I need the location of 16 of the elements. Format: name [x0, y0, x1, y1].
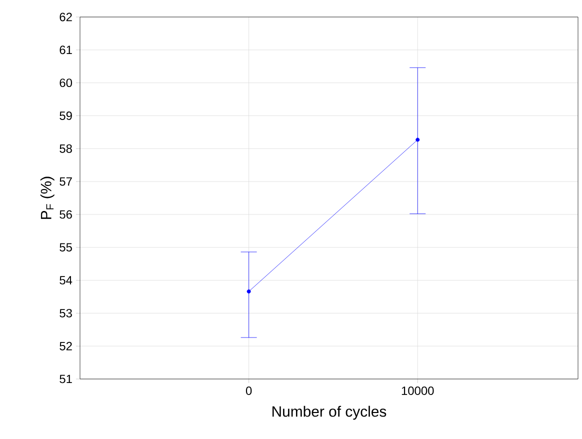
y-tick-label: 55	[60, 243, 72, 252]
y-tick-label: 57	[60, 177, 72, 186]
y-tick-label: 54	[60, 276, 72, 284]
x-axis-title: Number of cycles	[272, 406, 386, 420]
y-tick-label: 62	[60, 12, 72, 22]
y-tick-label: 60	[60, 78, 72, 88]
y-tick-label: 59	[60, 111, 72, 120]
y-tick-label: 53	[60, 308, 72, 318]
y-tick-label: 51	[60, 374, 72, 384]
y-tick-label: 58	[60, 144, 72, 153]
x-tick-label: 10000	[402, 386, 434, 395]
x-tick-label: 0	[246, 386, 252, 395]
y-tick-label: 52	[60, 342, 72, 350]
y-tick-label: 56	[60, 210, 72, 219]
y-tick-label: 61	[60, 46, 72, 54]
y-axis-title: P$_{F}$ (%)	[40, 176, 54, 219]
